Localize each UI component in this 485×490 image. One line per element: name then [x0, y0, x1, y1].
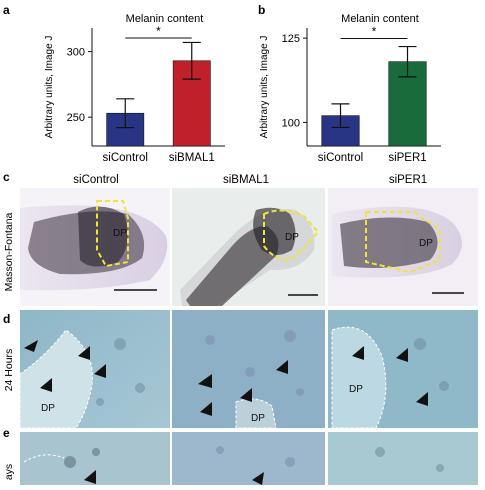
column-header-sicontrol: siControl — [73, 174, 118, 186]
arrowhead — [40, 378, 52, 392]
chart-b-ytick-label: 100 — [282, 117, 300, 129]
micrograph-e-sicontrol — [20, 432, 170, 485]
arrowhead — [416, 392, 428, 406]
dp-label: DP — [419, 238, 433, 249]
chart-a-ytick-label: 250 — [67, 112, 85, 124]
dp-outline — [263, 209, 320, 262]
column-header-siper1: siPER1 — [389, 174, 427, 186]
chart-b-ylabel: Arbitrary units, Image J — [259, 36, 270, 139]
arrowhead — [200, 402, 212, 416]
panel-letter-c: c — [3, 170, 10, 184]
panel-letter-e: e — [3, 426, 10, 440]
chart-b-category-label: siControl — [318, 152, 363, 164]
arrowhead — [396, 348, 408, 362]
dp-label: DP — [349, 384, 363, 395]
row-label-masson-fontana: Masson-Fontana — [3, 212, 15, 291]
dp-outline — [96, 200, 129, 268]
micrograph-d-siper1 — [328, 310, 478, 429]
arrowhead — [78, 346, 90, 360]
chart-a-melanin-bmal1: Melanin content Arbitrary units, Image J 2… — [44, 13, 225, 164]
panel-letter-a: a — [3, 3, 10, 17]
panel-letter-b: b — [258, 3, 265, 17]
micrograph-c-sibmal1 — [172, 188, 325, 306]
micrograph-e-siper1 — [328, 432, 478, 485]
arrowhead — [84, 470, 96, 484]
arrowhead — [94, 364, 106, 378]
chart-b-ytick-label: 125 — [282, 33, 300, 45]
arrowhead — [24, 340, 38, 352]
arrowhead — [352, 346, 364, 360]
dp-label: DP — [251, 413, 265, 424]
micrograph-c-sicontrol — [20, 188, 170, 306]
chart-a-category-label: siControl — [103, 152, 148, 164]
dp-label: DP — [113, 228, 127, 239]
panel-letter-d: d — [3, 312, 10, 326]
arrowhead — [252, 472, 264, 485]
micrograph-d-sicontrol — [19, 310, 170, 429]
chart-a-title: Melanin content — [126, 13, 204, 25]
chart-a-ylabel: Arbitrary units, Image J — [44, 36, 55, 139]
chart-b-category-label: siPER1 — [388, 152, 426, 164]
row-label-days: ays — [3, 464, 15, 480]
arrowhead — [276, 360, 288, 374]
chart-a-significance-star: * — [156, 24, 161, 38]
arrowhead — [240, 388, 252, 402]
chart-a-category-label: siBMAL1 — [169, 152, 215, 164]
chart-b-melanin-per1: Melanin content Arbitrary units, Image J 1… — [259, 13, 441, 164]
row-label-24-hours: 24 Hours — [3, 349, 15, 392]
column-header-sibmal1: siBMAL1 — [223, 174, 269, 186]
dp-label: DP — [41, 403, 55, 414]
dp-label: DP — [285, 232, 299, 243]
chart-a-ytick-label: 300 — [67, 47, 85, 59]
micrograph-c-siper1 — [328, 188, 478, 306]
chart-b-significance-star: * — [372, 25, 377, 39]
dp-outline — [365, 211, 441, 274]
chart-b-title: Melanin content — [341, 13, 419, 25]
micrograph-e-sibmal1 — [172, 432, 325, 485]
micrograph-d-sibmal1 — [172, 310, 325, 429]
arrowhead — [198, 374, 212, 388]
